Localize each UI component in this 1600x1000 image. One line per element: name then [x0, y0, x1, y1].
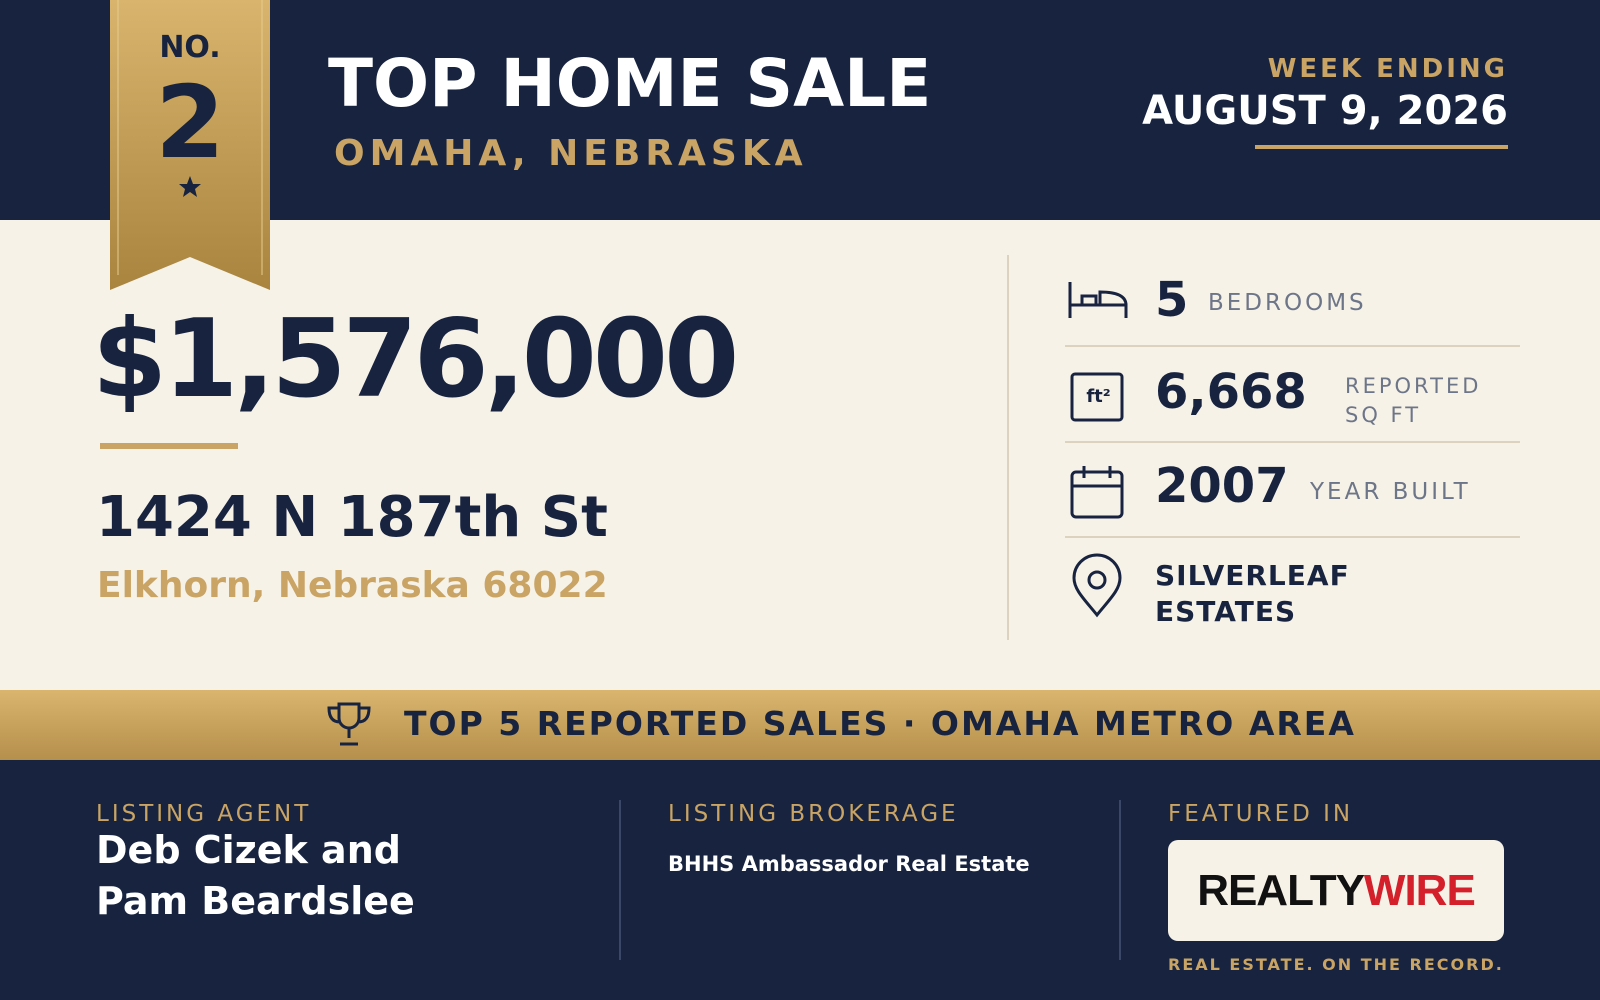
sqft-icon: [1070, 372, 1124, 422]
area-label: REPORTED SQ FT: [1345, 374, 1482, 427]
sqft-icon-text: ft²: [1086, 386, 1111, 407]
agent: Deb Cizek and Pam Beardslee: [96, 828, 415, 923]
brokerage-label: LISTING BROKERAGE: [668, 801, 959, 827]
bedrooms-label: BEDROOMS: [1208, 290, 1367, 316]
price-underline: [100, 443, 238, 449]
week-label: WEEK ENDING: [1267, 54, 1508, 84]
trophy-icon: [327, 702, 371, 746]
pin-icon: [1072, 553, 1122, 618]
brokerage: BHHS Ambassador Real Estate: [668, 852, 1030, 876]
year-label: YEAR BUILT: [1310, 479, 1471, 505]
week-date: AUGUST 9, 2026: [1142, 88, 1508, 134]
bedrooms-value: 5: [1155, 272, 1189, 328]
agent-label: LISTING AGENT: [96, 801, 312, 827]
subtitle: OMAHA, NEBRASKA: [334, 133, 808, 174]
logo-first: REALTY: [1197, 866, 1365, 915]
neighborhood: SILVERLEAF ESTATES: [1155, 559, 1350, 628]
banner-band: [0, 690, 1600, 760]
tagline: REAL ESTATE. ON THE RECORD.: [1168, 955, 1504, 974]
address: 1424 N 187th St: [96, 485, 608, 550]
price: $1,576,000: [92, 297, 739, 422]
year-value: 2007: [1155, 458, 1289, 514]
ribbon: [110, 0, 270, 290]
ribbon-rank: 2: [155, 64, 225, 181]
ribbon-star: [179, 176, 201, 197]
logo-second: WIRE: [1363, 866, 1476, 915]
ribbon-prefix: NO.: [159, 30, 221, 65]
banner-text: TOP 5 REPORTED SALES · OMAHA METRO AREA: [404, 704, 1356, 743]
calendar-icon: [1070, 466, 1124, 519]
area-value: 6,668: [1155, 364, 1307, 420]
logo: REALTYWIRE: [1168, 866, 1504, 916]
title: TOP HOME SALE: [328, 45, 932, 122]
logo-box: [1168, 840, 1504, 941]
city: Elkhorn, Nebraska 68022: [97, 565, 608, 606]
date-underline: [1255, 145, 1508, 149]
bed-icon: [1068, 282, 1128, 318]
featured-label: FEATURED IN: [1168, 801, 1354, 827]
